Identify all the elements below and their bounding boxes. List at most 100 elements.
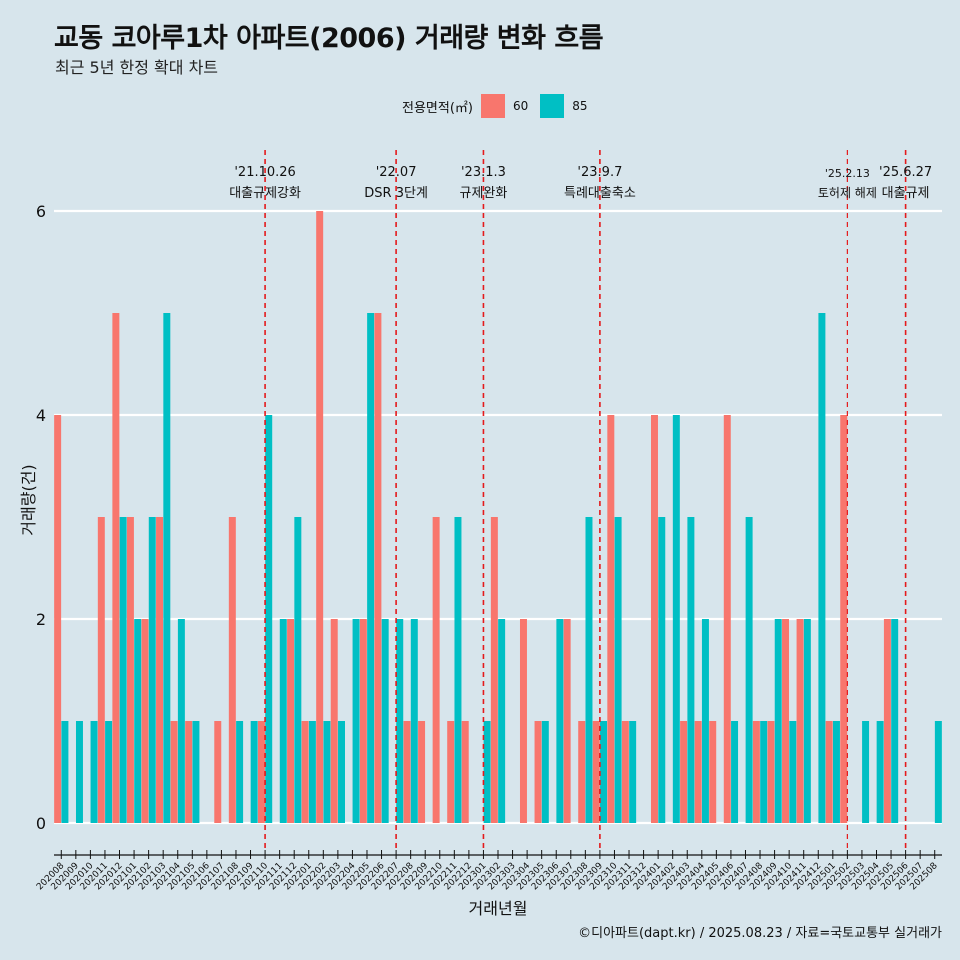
bar-85-202101: [134, 619, 142, 823]
annotation-date-4: '25.2.13: [825, 167, 870, 180]
bar-60-202309: [592, 721, 600, 823]
bar-60-202205: [359, 619, 367, 823]
annotation-label-4: 토허제 해제: [818, 186, 877, 200]
x-axis: 2020082020092020102020112020122021012021…: [35, 850, 942, 892]
y-axis: 0 2 4 6: [36, 202, 46, 833]
bar-60-202411: [796, 619, 804, 823]
y-tick-label-0: 0: [36, 814, 46, 833]
bar-60-202104: [170, 721, 178, 823]
bar-85-202503: [862, 721, 870, 823]
bar-85-202012: [119, 517, 127, 823]
bar-60-202210: [432, 517, 440, 823]
bar-85-202104: [177, 619, 185, 823]
bar-60-202008: [54, 415, 62, 823]
bar-85-202308: [585, 517, 593, 823]
bar-60-202212: [461, 721, 469, 823]
bar-85-202306: [556, 619, 564, 823]
bar-85-202103: [163, 313, 171, 823]
bar-60-202203: [330, 619, 338, 823]
bar-60-202108: [228, 517, 236, 823]
bar-85-202310: [614, 517, 622, 823]
bar-60-202310: [607, 415, 615, 823]
bar-85-202202: [323, 721, 331, 823]
bar-85-202010: [90, 721, 98, 823]
bar-60-202307: [563, 619, 571, 823]
bar-85-202407: [745, 517, 753, 823]
bar-85-202105: [192, 721, 200, 823]
bar-60-202101: [126, 517, 134, 823]
x-axis-title: 거래년월: [469, 899, 528, 918]
bar-60-202206: [374, 313, 382, 823]
legend-label-60: 60: [512, 99, 529, 113]
bar-85-202402: [672, 415, 680, 823]
bar-60-202304: [519, 619, 527, 823]
chart-title: 교동 코아루1차 아파트(2006) 거래량 변화 흐름: [54, 23, 604, 54]
bar-60-202202: [316, 211, 324, 823]
legend: 전용면적(㎡) 60 85: [402, 94, 600, 118]
bars: [54, 211, 942, 823]
legend-key-85: [540, 94, 565, 118]
chart-subtitle: 최근 5년 한정 확대 차트: [55, 58, 219, 77]
bar-85-202309: [600, 721, 608, 823]
bar-85-202404: [701, 619, 709, 823]
annotation-label-5: 대출규제: [882, 186, 930, 201]
bar-60-202110: [257, 721, 265, 823]
y-axis-title: 거래량(건): [19, 464, 38, 535]
bar-60-202502: [840, 415, 848, 823]
bar-85-202204: [352, 619, 360, 823]
legend-key-60: [480, 94, 505, 118]
bar-60-202409: [767, 721, 775, 823]
bar-60-202209: [418, 721, 426, 823]
legend-title: 전용면적(㎡): [402, 100, 473, 116]
bar-60-202505: [883, 619, 891, 823]
bar-85-202011: [105, 721, 113, 823]
bar-85-202201: [308, 721, 316, 823]
source-caption: ©디아파트(dapt.kr) / 2025.08.23 / 자료=국토교통부 실…: [578, 926, 942, 941]
annotation-label-1: DSR 3단계: [364, 186, 428, 201]
bar-85-202102: [148, 517, 156, 823]
bar-60-202302: [490, 517, 498, 823]
bar-85-202009: [75, 721, 83, 823]
bar-60-202410: [782, 619, 789, 823]
bar-85-202108: [236, 721, 244, 823]
bar-85-202401: [658, 517, 666, 823]
y-tick-label-6: 6: [36, 202, 46, 221]
bar-85-202508: [934, 721, 942, 823]
bar-60-202211: [447, 721, 455, 823]
bar-60-202308: [578, 721, 586, 823]
annotation-label-0: 대출규제강화: [229, 186, 301, 201]
bar-85-202311: [629, 721, 637, 823]
bar-60-202103: [156, 517, 164, 823]
bar-85-202403: [687, 517, 695, 823]
bar-60-202401: [651, 415, 658, 823]
bar-85-202410: [789, 721, 797, 823]
bar-60-202403: [680, 721, 688, 823]
bar-85-202412: [818, 313, 826, 823]
bar-85-202501: [832, 721, 840, 823]
bar-60-202012: [112, 313, 120, 823]
bar-60-202305: [534, 721, 542, 823]
bar-85-202205: [367, 313, 375, 823]
bar-85-202302: [498, 619, 506, 823]
bar-85-202504: [876, 721, 884, 823]
bar-60-202102: [141, 619, 149, 823]
annotations: '21.10.26 대출규제강화 '22.07 DSR 3단계 '23.1.3 규제완화 '…: [229, 150, 932, 850]
bar-85-202111: [279, 619, 287, 823]
annotation-date-2: '23.1.3: [461, 165, 506, 180]
y-tick-label-4: 4: [36, 406, 46, 425]
bar-85-202206: [381, 619, 389, 823]
bar-85-202211: [454, 517, 462, 823]
bar-85-202008: [61, 721, 69, 823]
bar-85-202305: [541, 721, 549, 823]
bar-60-202501: [825, 721, 833, 823]
bar-85-202301: [483, 721, 491, 823]
bar-60-202011: [97, 517, 105, 823]
bar-60-202112: [287, 619, 295, 823]
bar-85-202406: [731, 721, 739, 823]
annotation-label-3: 특례대출축소: [564, 186, 636, 201]
bar-60-202404: [694, 721, 702, 823]
bar-85-202505: [891, 619, 899, 823]
annotation-date-1: '22.07: [376, 165, 417, 180]
bar-60-202405: [709, 721, 717, 823]
bar-85-202411: [803, 619, 811, 823]
